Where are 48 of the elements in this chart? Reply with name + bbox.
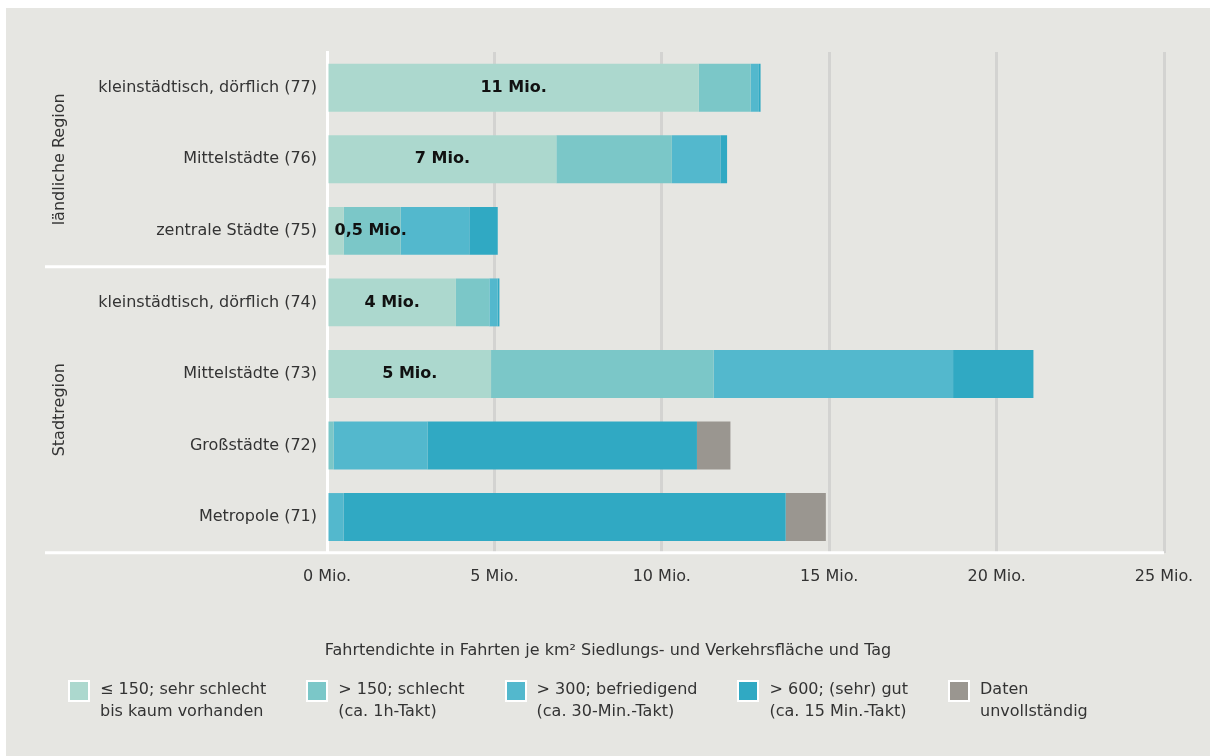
bar xyxy=(671,135,721,184)
y-tick-label: Metropole (71) xyxy=(198,506,317,526)
bar xyxy=(427,421,697,470)
legend-label: > 150; schlecht (ca. 1h-Takt) xyxy=(338,678,465,722)
x-tick-label: 15 Mio. xyxy=(800,565,859,585)
data-label: 0,5 Mio. xyxy=(334,220,407,240)
data-label: 5 Mio. xyxy=(382,363,438,383)
y-tick-label: Mittelstädte (73) xyxy=(183,363,317,383)
bar xyxy=(328,63,699,112)
y-tick-label: kleinstädtisch, dörflich (74) xyxy=(98,291,317,311)
bar xyxy=(328,421,334,470)
text: ländliche Region xyxy=(49,93,69,226)
bar xyxy=(328,278,456,327)
data-label: 11 Mio. xyxy=(480,76,547,96)
bar xyxy=(720,135,728,184)
bar xyxy=(698,63,751,112)
y-tick-label: zentrale Städte (75) xyxy=(156,220,317,240)
x-tick-label: 0 Mio. xyxy=(302,565,352,585)
bar xyxy=(785,493,826,541)
y-tick-label: Großstädte (72) xyxy=(189,434,317,454)
legend-label: Daten unvollständig xyxy=(980,678,1088,722)
bar xyxy=(713,349,954,398)
y-tick-label: kleinstädtisch, dörflich (77) xyxy=(98,76,317,96)
legend-label: > 600; (sehr) gut (ca. 15 Min.-Takt) xyxy=(769,678,908,722)
bar xyxy=(328,135,557,184)
bar xyxy=(489,278,498,327)
legend-title: Fahrtendichte in Fahrten je km² Siedlungs- und Verkehrsfläche und Tag xyxy=(323,640,893,659)
legend-label: > 300; befriedigend (ca. 30-Min.-Takt) xyxy=(536,678,698,722)
bar xyxy=(328,349,492,398)
bar xyxy=(491,349,714,398)
bar xyxy=(328,493,344,541)
x-tick-label: 20 Mio. xyxy=(967,565,1026,585)
x-tick-label: 10 Mio. xyxy=(632,565,691,585)
text: Stadtregion xyxy=(49,363,69,457)
bar xyxy=(556,135,672,184)
x-tick-label: 5 Mio. xyxy=(470,565,519,585)
y-tick-label: Mittelstädte (76) xyxy=(183,148,317,168)
data-label: 4 Mio. xyxy=(364,291,420,311)
bar xyxy=(469,206,498,255)
data-label: 7 Mio. xyxy=(414,148,471,168)
bar xyxy=(953,349,1034,398)
bar xyxy=(333,421,428,470)
bar xyxy=(343,493,786,541)
legend-label: ≤ 150; sehr schlecht bis kaum vorhanden xyxy=(100,678,267,722)
bar xyxy=(455,278,490,327)
bar xyxy=(750,63,759,112)
bar xyxy=(696,421,731,470)
x-tick-label: 25 Mio. xyxy=(1134,565,1194,585)
